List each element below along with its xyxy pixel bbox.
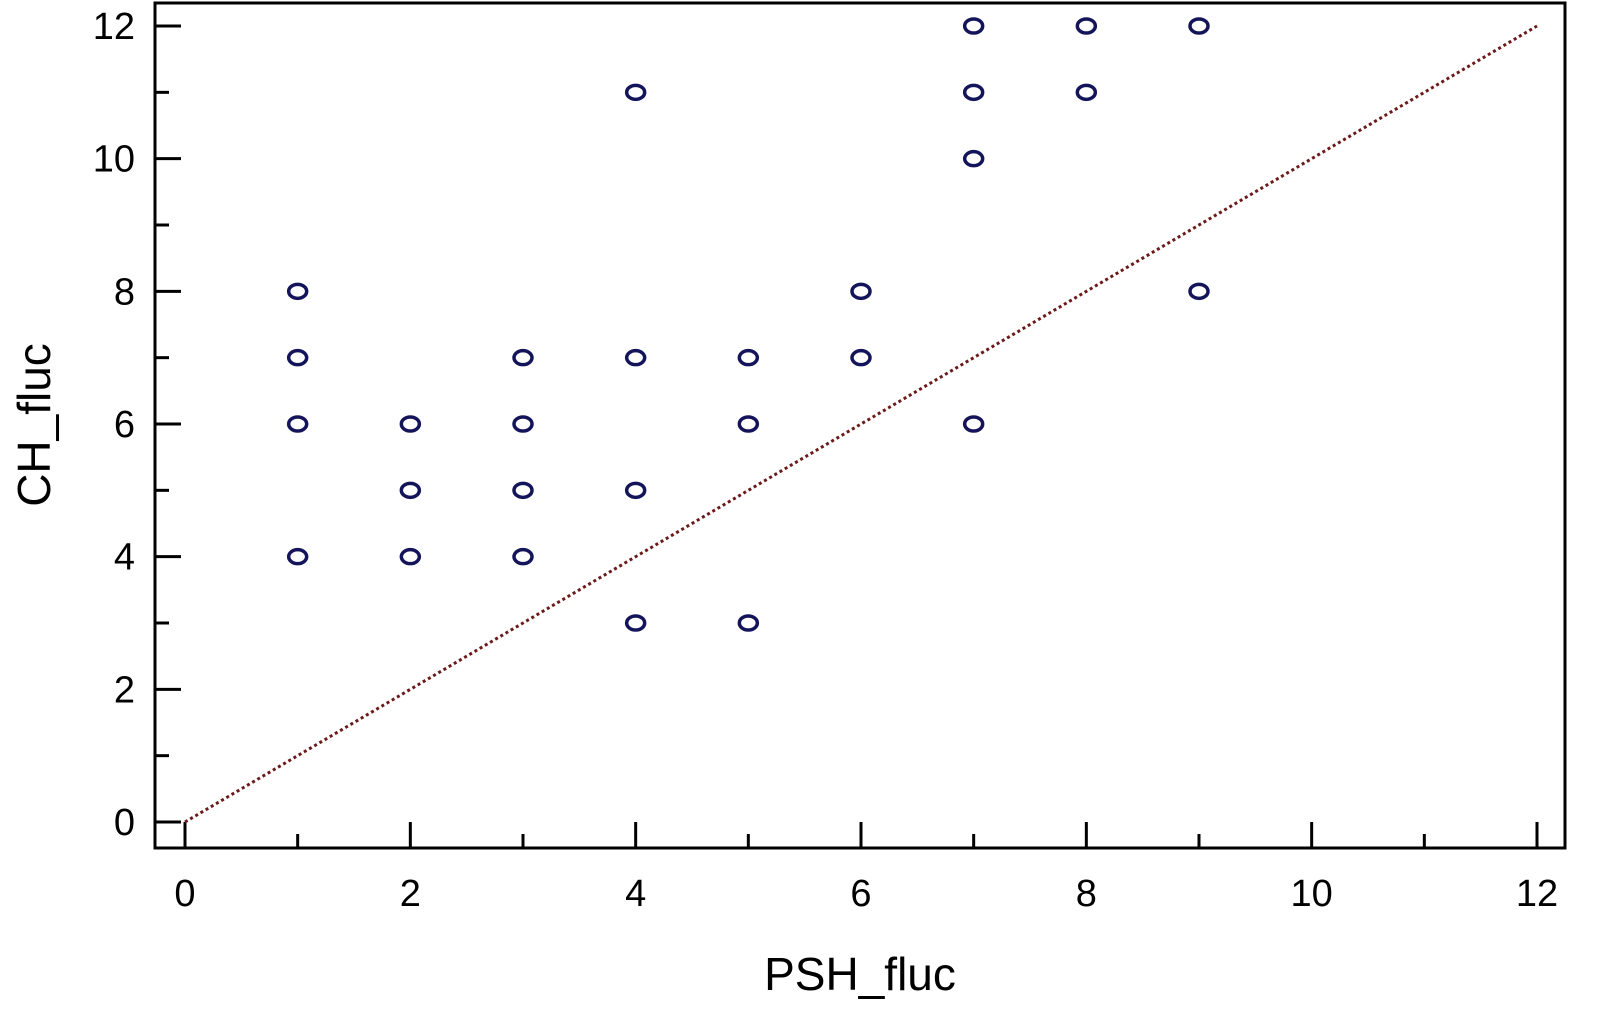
data-point bbox=[737, 614, 760, 632]
data-point bbox=[399, 481, 422, 500]
data-point bbox=[962, 83, 985, 102]
data-point bbox=[286, 282, 309, 301]
x-tick-label: 12 bbox=[1516, 873, 1558, 915]
data-point bbox=[512, 481, 534, 500]
y-tick-label: 2 bbox=[114, 669, 135, 711]
data-point bbox=[850, 348, 872, 367]
reference-line bbox=[184, 24, 1538, 824]
reference-line-group bbox=[184, 24, 1538, 824]
data-point bbox=[737, 415, 760, 433]
y-tick-label: 8 bbox=[114, 271, 135, 313]
data-point bbox=[737, 348, 760, 367]
data-point bbox=[512, 415, 534, 433]
data-point bbox=[624, 614, 647, 632]
data-point bbox=[512, 348, 534, 367]
data-point bbox=[512, 547, 534, 566]
x-tick-label: 8 bbox=[1076, 873, 1097, 915]
data-points bbox=[286, 17, 1210, 632]
data-point bbox=[1075, 83, 1098, 102]
data-point bbox=[286, 547, 309, 566]
y-tick-label: 0 bbox=[114, 802, 135, 844]
y-axis-title: CH_fluc bbox=[8, 343, 60, 507]
x-tick-label: 2 bbox=[400, 873, 421, 915]
data-point bbox=[1188, 17, 1210, 35]
x-tick-label: 10 bbox=[1291, 873, 1333, 915]
data-point bbox=[624, 348, 647, 367]
data-point bbox=[850, 282, 872, 301]
x-axis-ticks: 0 2 4 6 8 10 12 bbox=[174, 822, 1558, 915]
y-tick-label: 10 bbox=[93, 139, 135, 181]
data-point bbox=[1188, 282, 1210, 301]
data-point bbox=[1075, 17, 1098, 35]
x-tick-label: 0 bbox=[174, 873, 195, 915]
data-point bbox=[962, 17, 985, 35]
x-tick-label: 6 bbox=[850, 873, 871, 915]
data-point bbox=[286, 348, 309, 367]
x-tick-label: 4 bbox=[625, 873, 646, 915]
x-axis-title: PSH_fluc bbox=[764, 948, 956, 1000]
data-point bbox=[962, 415, 985, 433]
y-axis-ticks: 0 2 4 6 8 10 12 bbox=[93, 6, 181, 844]
y-tick-label: 6 bbox=[114, 404, 135, 446]
y-tick-label: 4 bbox=[114, 537, 135, 579]
data-point bbox=[286, 415, 309, 433]
y-tick-label: 12 bbox=[93, 6, 135, 48]
data-point bbox=[624, 83, 647, 102]
data-point bbox=[962, 149, 985, 168]
data-point bbox=[399, 415, 422, 433]
data-point bbox=[399, 547, 422, 566]
data-point bbox=[624, 481, 647, 500]
